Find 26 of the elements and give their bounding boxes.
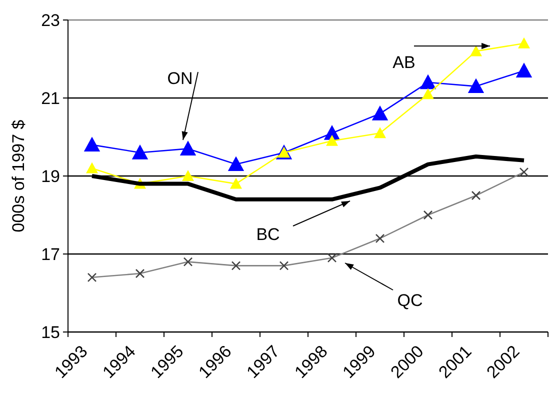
text: QC <box>397 291 423 310</box>
point <box>422 88 434 100</box>
series-label: AB <box>392 53 416 72</box>
y-tick-label: 23 <box>41 10 60 30</box>
point <box>132 144 148 160</box>
point <box>228 156 244 172</box>
point <box>516 62 532 78</box>
point <box>180 140 196 156</box>
point <box>86 162 98 174</box>
y-tick-label: 19 <box>41 166 60 186</box>
text: ON <box>167 69 193 88</box>
point <box>326 134 338 146</box>
point <box>468 78 484 94</box>
point <box>374 127 386 138</box>
point <box>182 170 194 181</box>
point <box>84 136 100 152</box>
point <box>518 37 530 48</box>
y-tick-label: 17 <box>41 244 60 264</box>
y-tick-label: 15 <box>41 322 60 342</box>
series-label: BC <box>256 225 280 244</box>
point <box>420 74 436 90</box>
y-axis-title: 000s of 1997 $ <box>9 119 28 232</box>
y-tick-label: 21 <box>41 88 60 108</box>
point <box>230 178 242 189</box>
point <box>470 45 482 56</box>
point <box>372 106 388 120</box>
